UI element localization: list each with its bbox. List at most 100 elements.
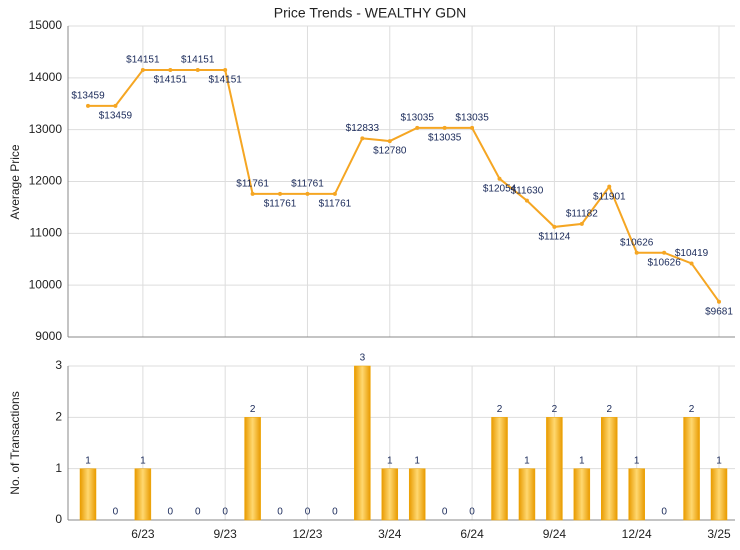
data-label: 0 (195, 507, 201, 518)
data-label: $13035 (428, 132, 462, 143)
price-point (552, 224, 557, 229)
price-point (113, 103, 118, 108)
y-tick-label: 2 (55, 410, 62, 424)
data-label: $14151 (181, 55, 215, 66)
x-tick-label: 6/24 (460, 527, 484, 541)
data-label: 0 (277, 507, 283, 518)
price-point (332, 191, 337, 196)
bar (354, 365, 371, 521)
y-tick-label: 13000 (29, 122, 63, 136)
data-label: 1 (634, 455, 640, 466)
bar (518, 468, 536, 521)
data-label: 2 (606, 404, 612, 415)
bar (573, 468, 591, 521)
bar (381, 468, 399, 521)
y-tick-label: 15000 (29, 18, 63, 32)
price-point (278, 191, 283, 196)
data-label: 2 (250, 404, 256, 415)
price-point (415, 125, 420, 130)
data-label: $13035 (401, 112, 435, 123)
bar (408, 468, 426, 521)
price-line (88, 69, 720, 303)
price-point (607, 184, 612, 189)
data-label: $10626 (647, 257, 681, 268)
data-label: 0 (168, 507, 174, 518)
x-tick-label: 9/24 (543, 527, 567, 541)
data-label: $11761 (291, 179, 324, 190)
data-label: 1 (140, 455, 146, 466)
data-label: $10626 (620, 237, 654, 248)
data-label: 0 (442, 507, 448, 518)
price-point (360, 136, 365, 141)
data-label: 1 (387, 455, 393, 466)
data-label: $14151 (208, 75, 242, 86)
data-label: $11761 (264, 199, 297, 210)
y-axis-label: No. of Transactions (8, 391, 22, 494)
price-point (524, 198, 529, 203)
y-axis-label: Average Price (8, 144, 22, 219)
x-tick-label: 12/23 (292, 527, 322, 541)
data-label: $11182 (566, 209, 598, 220)
price-point (140, 68, 145, 73)
data-label: $12054 (483, 183, 517, 194)
data-label: $14151 (154, 75, 188, 86)
x-tick-label: 3/24 (378, 527, 402, 541)
price-point (305, 191, 310, 196)
data-label: $13459 (99, 111, 133, 122)
price-point (86, 103, 90, 108)
bar (628, 468, 645, 521)
data-label: 1 (716, 455, 722, 466)
bar (491, 417, 508, 521)
data-label: 2 (552, 404, 558, 415)
bar (710, 468, 728, 521)
data-label: $14151 (126, 55, 160, 66)
price-point (223, 68, 228, 73)
data-label: $11124 (538, 232, 570, 243)
data-label: 2 (689, 404, 695, 415)
data-label: 0 (469, 507, 475, 518)
y-tick-label: 0 (55, 512, 62, 526)
price-point (168, 68, 173, 73)
data-label: 0 (222, 507, 228, 518)
price-point (250, 191, 255, 196)
x-tick-label: 9/23 (213, 527, 237, 541)
x-tick-label: 12/24 (622, 527, 652, 541)
price-point (717, 299, 721, 304)
data-label: $13035 (455, 112, 489, 123)
data-label: $13459 (71, 91, 105, 102)
price-point (387, 139, 392, 144)
data-label: 0 (305, 507, 311, 518)
data-label: $9681 (705, 306, 733, 317)
data-label: 1 (524, 455, 530, 466)
price-point (497, 176, 502, 181)
bar (683, 417, 700, 521)
x-tick-label: 6/23 (131, 527, 155, 541)
data-label: 3 (360, 353, 366, 364)
bar (244, 417, 261, 521)
y-tick-label: 3 (55, 358, 62, 372)
price-point (442, 125, 447, 130)
data-label: $11761 (319, 199, 352, 210)
price-point (579, 221, 584, 226)
y-tick-label: 12000 (29, 174, 63, 188)
data-label: $11901 (593, 191, 626, 202)
data-label: 0 (661, 507, 667, 518)
data-label: 0 (332, 507, 338, 518)
data-label: $12780 (373, 146, 407, 157)
price-point (689, 261, 694, 266)
data-label: 1 (85, 455, 91, 466)
data-label: 2 (497, 404, 503, 415)
data-label: $10419 (675, 248, 709, 259)
y-tick-label: 11000 (30, 226, 63, 240)
bar (601, 417, 618, 521)
chart-title: Price Trends - WEALTHY GDN (274, 5, 466, 21)
price-point (634, 250, 639, 255)
data-label: 1 (414, 455, 420, 466)
data-label: $12833 (346, 123, 380, 134)
price-point (195, 68, 200, 73)
y-tick-label: 9000 (35, 329, 62, 343)
price-point (470, 125, 475, 130)
x-tick-label: 3/25 (707, 527, 731, 541)
bar (546, 417, 563, 521)
y-tick-label: 1 (55, 461, 62, 475)
